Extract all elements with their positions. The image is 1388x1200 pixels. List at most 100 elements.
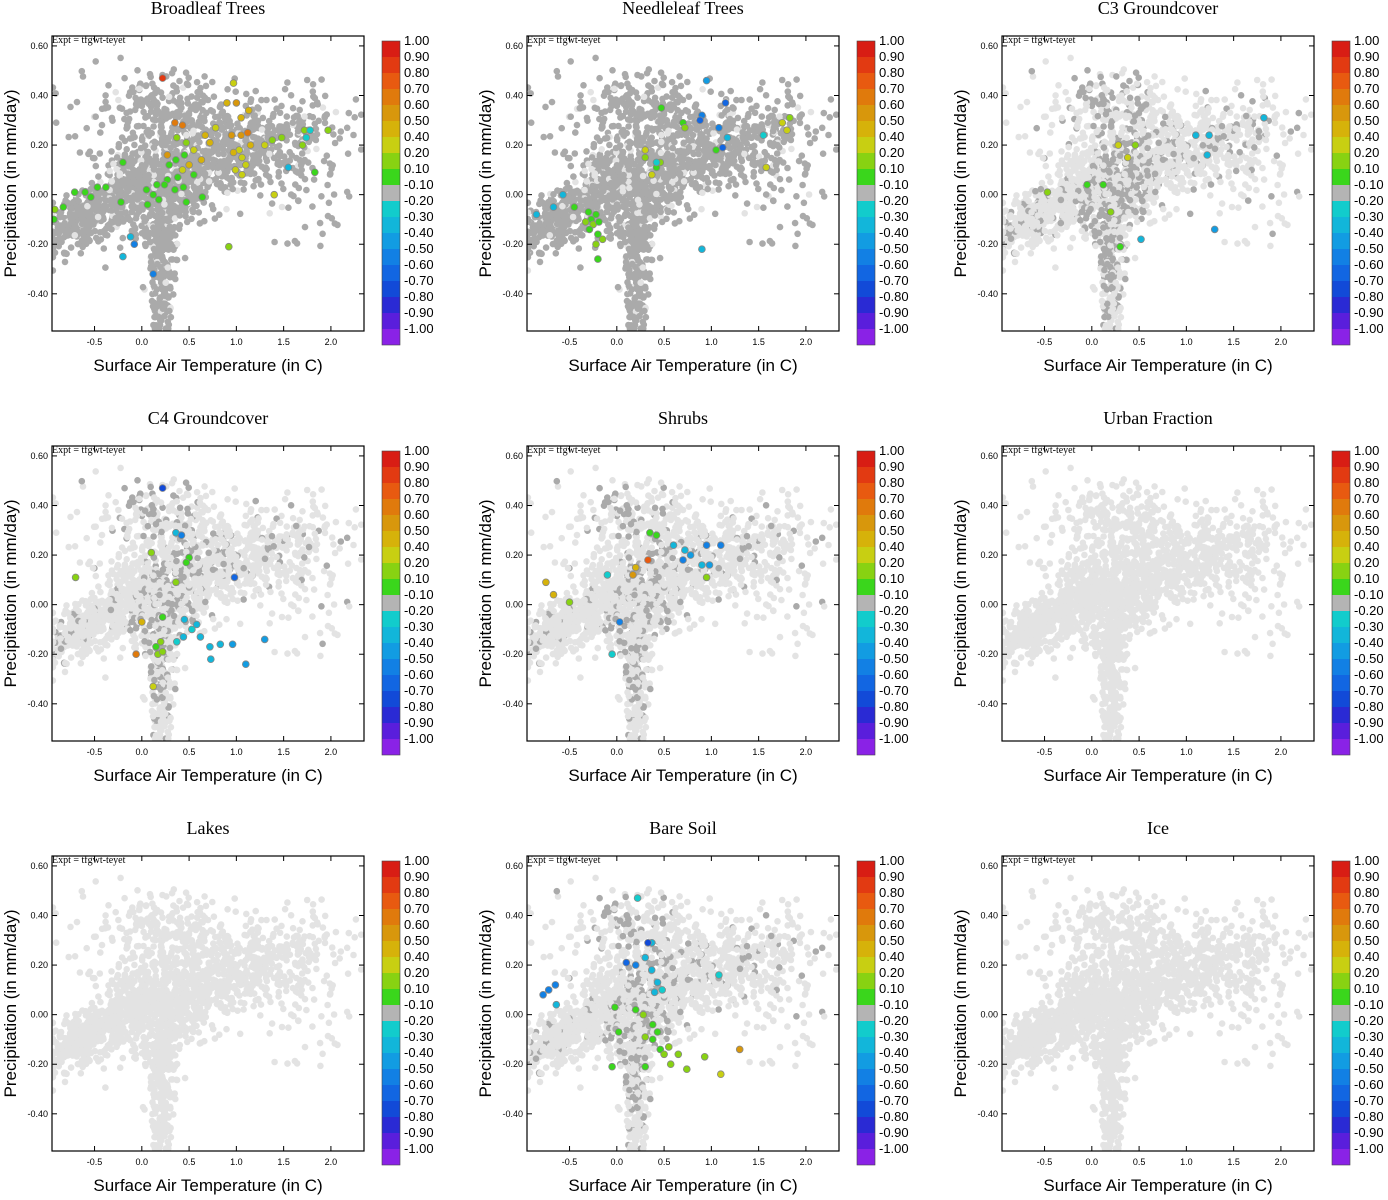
background-point [638, 73, 645, 80]
background-point [539, 227, 546, 234]
background-point [756, 85, 764, 93]
background-point [71, 232, 79, 239]
highlighted-point [182, 138, 191, 147]
background-point [224, 86, 231, 93]
background-point [532, 235, 540, 242]
background-point [699, 189, 706, 197]
background-point [283, 113, 291, 120]
background-point [596, 137, 604, 145]
background-point [158, 137, 166, 145]
background-point [591, 170, 599, 177]
background-point [769, 197, 777, 204]
background-point [625, 95, 632, 103]
highlighted-point [592, 240, 600, 249]
background-point [759, 240, 766, 247]
background-point [197, 114, 204, 121]
background-point [52, 229, 57, 236]
background-point [257, 192, 264, 199]
background-point [216, 103, 224, 111]
background-point [530, 242, 537, 250]
background-point [1017, 215, 1025, 222]
background-point [1002, 199, 1007, 207]
background-point [73, 98, 81, 106]
colorbar: 1.000.900.800.700.600.500.400.200.10-0.1… [856, 33, 909, 346]
background-point [108, 114, 116, 122]
highlighted-point [223, 99, 231, 107]
colorbar-label: -0.50 [879, 241, 909, 256]
background-point [67, 215, 75, 222]
background-point [573, 121, 581, 129]
background-point [618, 128, 625, 136]
background-point [617, 82, 625, 89]
background-point [316, 219, 324, 227]
colorbar-label: 1.00 [404, 33, 429, 48]
background-point [259, 114, 267, 122]
background-point [575, 245, 583, 252]
colorbar-label: 0.70 [879, 81, 904, 96]
background-point [164, 264, 172, 271]
points-layer [52, 54, 364, 331]
background-point [552, 250, 560, 257]
highlighted-point [117, 198, 125, 206]
background-point [628, 235, 635, 242]
background-point [741, 210, 748, 217]
background-point [679, 154, 686, 162]
background-point [784, 164, 791, 172]
background-point [318, 193, 325, 200]
x-tick-label: 0.0 [611, 337, 624, 347]
background-point [162, 279, 169, 287]
colorbar-label: -0.20 [879, 193, 909, 208]
background-point [294, 169, 302, 176]
highlighted-point [126, 233, 135, 241]
background-point [143, 128, 150, 136]
background-point [564, 154, 572, 162]
background-point [94, 213, 102, 221]
background-point [280, 153, 288, 160]
background-point [741, 150, 748, 158]
background-point [1058, 226, 1065, 233]
background-point [268, 122, 276, 130]
background-point [79, 73, 87, 80]
colorbar-label: 0.70 [404, 81, 429, 96]
background-point [160, 300, 168, 308]
highlighted-point [715, 123, 723, 132]
background-point [701, 121, 709, 129]
background-point [648, 256, 655, 264]
background-point [691, 211, 698, 218]
background-point [115, 192, 123, 200]
background-point [832, 146, 839, 153]
background-point [331, 220, 339, 227]
background-point [554, 73, 562, 80]
background-point [124, 123, 131, 131]
background-point [67, 244, 75, 251]
background-point [1041, 227, 1049, 235]
background-point [1011, 249, 1019, 257]
background-point [276, 109, 284, 117]
background-point [742, 178, 749, 186]
background-point [157, 123, 165, 130]
background-point [784, 102, 791, 109]
highlighted-point [559, 190, 567, 199]
background-point [158, 236, 166, 244]
colorbar-swatch [857, 217, 875, 233]
background-point [299, 98, 306, 105]
background-point [597, 176, 605, 183]
background-point [733, 126, 741, 133]
background-point [632, 276, 640, 283]
background-point [1002, 229, 1007, 236]
background-point [158, 118, 165, 126]
background-point [56, 213, 64, 221]
background-point [131, 141, 138, 149]
background-point [676, 170, 684, 178]
background-point [92, 162, 100, 170]
background-point [1046, 150, 1054, 157]
background-point [622, 258, 630, 266]
background-point [697, 131, 704, 138]
highlighted-point [227, 131, 236, 140]
background-point [686, 113, 694, 121]
background-point [52, 235, 57, 242]
background-point [606, 141, 613, 149]
background-point [1017, 204, 1024, 212]
background-point [600, 163, 607, 170]
background-point [559, 212, 567, 219]
